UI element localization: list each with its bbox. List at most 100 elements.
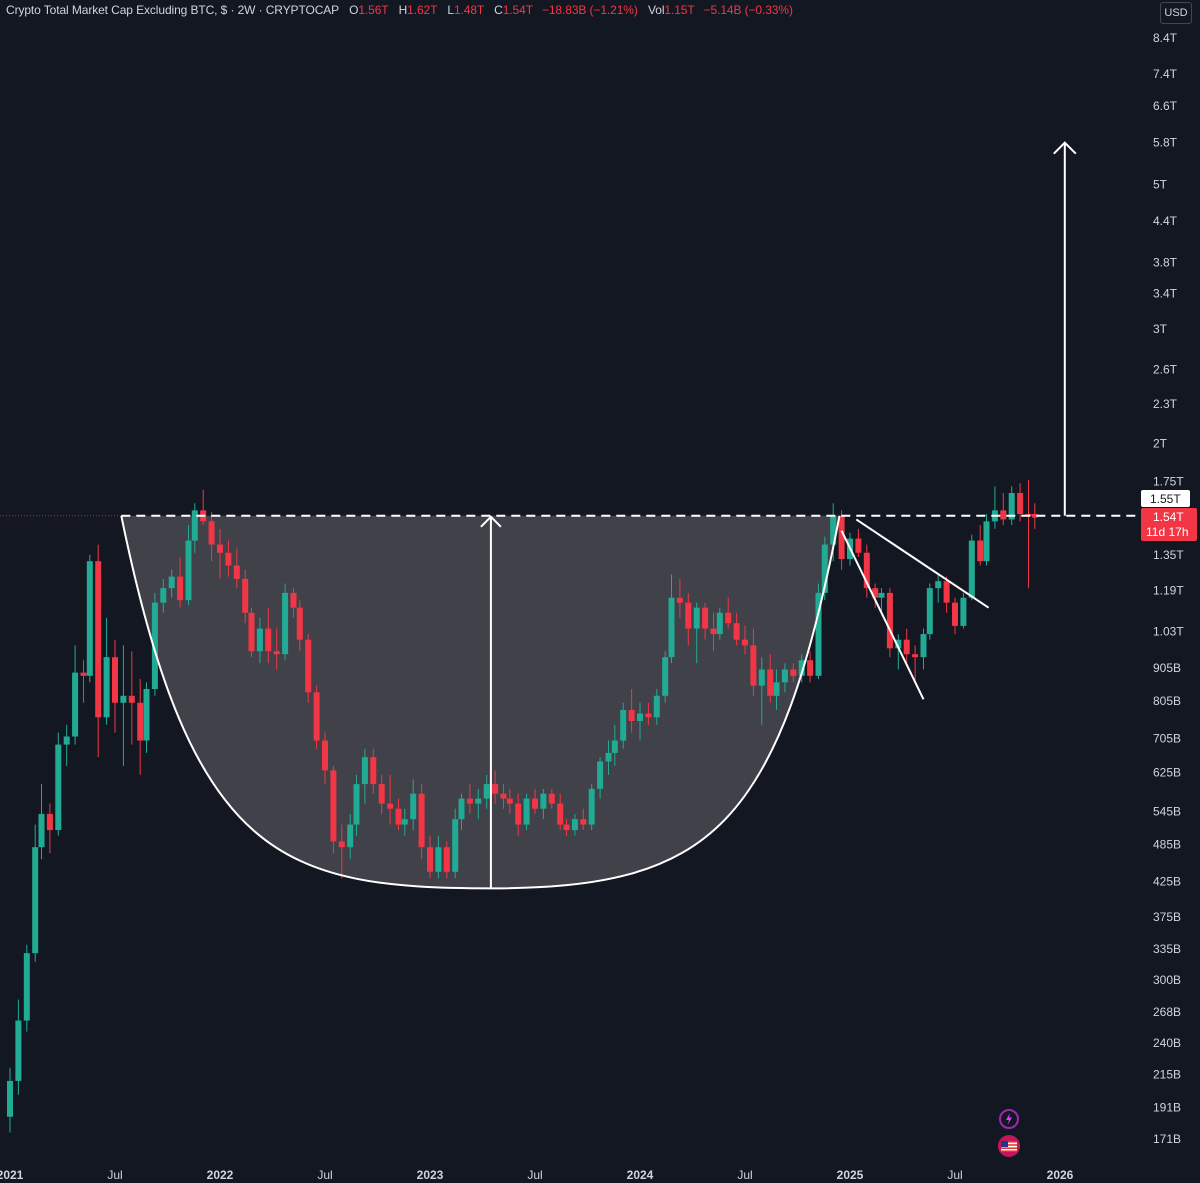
close-label: C — [494, 3, 503, 17]
time-tick-label: Jul — [317, 1168, 332, 1182]
candle-body — [855, 538, 862, 553]
price-tick-label: 240B — [1153, 1036, 1181, 1050]
candle-body — [401, 819, 408, 825]
us-flag-icon[interactable] — [998, 1135, 1020, 1157]
target-arrow-head — [1053, 141, 1077, 155]
candle-body — [557, 803, 564, 825]
candle-body — [750, 645, 757, 686]
candle-body — [361, 757, 368, 785]
candle-body — [668, 597, 675, 658]
volume-value: 1.15T — [664, 3, 695, 17]
price-tick-label: 6.6T — [1153, 99, 1178, 113]
candle-body — [725, 612, 732, 624]
candle-body — [515, 803, 522, 825]
price-tick-label: 3T — [1153, 322, 1168, 336]
candle-body — [1000, 510, 1007, 520]
candle-body — [330, 770, 337, 842]
price-tick-label: 8.4T — [1153, 31, 1178, 45]
price-tick-label: 7.4T — [1153, 67, 1178, 81]
candle-body — [767, 669, 774, 696]
change-value: −18.83B (−1.21%) — [541, 3, 638, 17]
candle-body — [143, 688, 150, 741]
candle-body — [273, 651, 280, 655]
candle-body — [960, 597, 967, 626]
candle-body — [160, 588, 167, 603]
candle-body — [427, 847, 433, 872]
price-axis[interactable]: 8.4T 7.4T 6.6T 5.8T 5T 4.4T 3.8T 3.4T 3T 2.6T 2.3T… — [1153, 31, 1184, 1146]
price-tick-label: 485B — [1153, 837, 1181, 851]
candle-body — [523, 798, 530, 825]
lightning-icon[interactable] — [999, 1109, 1019, 1129]
candle-body — [15, 1020, 22, 1081]
currency-selector[interactable]: USD — [1160, 2, 1192, 24]
candles-layer — [7, 479, 1038, 1133]
candle-body — [282, 592, 289, 655]
candle-body — [217, 544, 223, 553]
candle-body — [151, 602, 158, 689]
price-markers: 1.55T 1.54T 11d 17h — [1141, 490, 1197, 541]
candle-body — [742, 639, 748, 646]
low-value: 1.48T — [453, 3, 484, 17]
candle-body — [506, 798, 513, 804]
price-tick-label: 268B — [1153, 1005, 1181, 1019]
candle-body — [46, 813, 53, 831]
candle-body — [435, 847, 442, 872]
candle-body — [225, 552, 232, 566]
candle-body — [7, 1080, 13, 1117]
candle-body — [208, 521, 215, 545]
price-tick-label: 905B — [1153, 661, 1181, 675]
cup-curve — [120, 515, 841, 890]
candle-body — [80, 672, 87, 676]
time-tick-label: 2025 — [837, 1168, 864, 1182]
candle-body — [611, 740, 618, 753]
price-tick-label: 191B — [1153, 1101, 1181, 1115]
price-tick-label: 425B — [1153, 875, 1181, 889]
candle-body — [685, 602, 692, 629]
candle-body — [112, 657, 118, 703]
candle-body — [983, 521, 990, 562]
price-tick-label: 545B — [1153, 804, 1181, 818]
time-tick-label: Jul — [737, 1168, 752, 1182]
candle-body — [353, 784, 360, 825]
candle-body — [588, 788, 595, 825]
price-tick-label: 805B — [1153, 694, 1181, 708]
candle-body — [483, 784, 490, 799]
candle-body — [903, 639, 910, 655]
volume-label: Vol — [648, 3, 665, 17]
time-tick-label: 2021 — [0, 1168, 24, 1182]
chart-legend[interactable]: Crypto Total Market Cap Excluding BTC, $… — [6, 3, 793, 17]
candle-body — [773, 682, 780, 696]
symbol-title[interactable]: Crypto Total Market Cap Excluding BTC, $… — [6, 3, 339, 17]
candle-body — [781, 669, 788, 683]
candle-body — [72, 672, 79, 737]
candle-body — [137, 702, 144, 741]
time-tick-label: Jul — [527, 1168, 542, 1182]
time-axis[interactable]: 2021 Jul 2022 Jul 2023 Jul 2024 Jul 2025 Jul 2026 — [0, 1168, 1074, 1182]
time-tick-label: Jul — [947, 1168, 962, 1182]
price-tick-label: 2.3T — [1153, 397, 1178, 411]
candle-body — [168, 576, 175, 589]
close-value: 1.54T — [502, 3, 533, 17]
candle-body — [248, 612, 255, 652]
candle-body — [86, 561, 93, 676]
volume-change-value: −5.14B (−0.33%) — [703, 3, 793, 17]
candle-body — [645, 713, 652, 718]
candle-body — [500, 793, 507, 799]
price-tick-label: 5T — [1153, 178, 1168, 192]
cup-depth-arrow-head — [480, 515, 502, 528]
candle-body — [1017, 493, 1024, 514]
candle-body — [1031, 513, 1038, 518]
candle-body — [838, 515, 845, 560]
resistance-price-label: 1.55T — [1150, 492, 1181, 506]
candle-body — [620, 709, 627, 741]
price-tick-label: 705B — [1153, 732, 1181, 746]
resistance-price-tag — [1141, 490, 1190, 507]
time-tick-label: 2024 — [627, 1168, 654, 1182]
candle-body — [886, 592, 893, 649]
time-tick-label: 2023 — [417, 1168, 444, 1182]
price-tick-label: 1.75T — [1153, 474, 1184, 488]
low-label: L — [447, 3, 454, 17]
candle-body — [653, 695, 660, 718]
time-tick-label: 2022 — [207, 1168, 234, 1182]
